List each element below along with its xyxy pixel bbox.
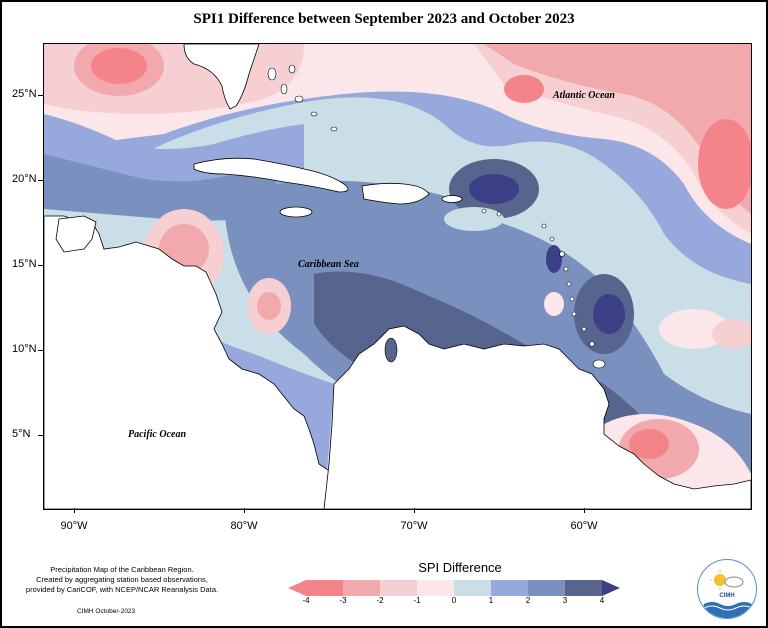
colorbar-bin	[565, 580, 602, 596]
caribbean-sea-label: Caribbean Sea	[298, 259, 359, 270]
footer-line-2: Created by aggregating station based obs…	[36, 575, 208, 584]
colorbar-bin	[417, 580, 454, 596]
land-bahamas	[267, 64, 338, 132]
legend-title: SPI Difference	[418, 560, 502, 575]
atlantic-ocean-label: Atlantic Ocean	[553, 90, 615, 101]
lon-tick	[244, 508, 245, 513]
footer-line-3: provided by CariCOF, with NCEP/NCAR Rean…	[25, 585, 219, 594]
colorbar-bin	[343, 580, 380, 596]
field-gulf-darker	[44, 154, 284, 221]
land-hispaniola	[361, 182, 430, 205]
colorbar-right-arrow	[602, 580, 620, 596]
sun-icon	[714, 574, 726, 586]
lon-tick	[414, 508, 415, 513]
colorbar-label: 2	[525, 596, 531, 605]
land-jamaica	[279, 206, 313, 218]
land-cuba	[193, 157, 349, 193]
footer-line-1: Precipitation Map of the Caribbean Regio…	[50, 565, 194, 574]
land-lesser-antilles	[481, 208, 595, 347]
colorbar-label: 0	[451, 596, 457, 605]
lon-label-60w: 60°W	[570, 520, 598, 532]
colorbar-label: 1	[488, 596, 494, 605]
colorbar	[288, 580, 620, 596]
lon-tick	[74, 508, 75, 513]
credit-text: CIMH October-2023	[77, 608, 136, 615]
colorbar-bin	[528, 580, 565, 596]
colorbar-label: -3	[339, 596, 347, 605]
footer-note: Precipitation Map of the Caribbean Regio…	[12, 565, 232, 595]
field-blob-1	[698, 119, 751, 209]
logo-text: CIMH	[719, 593, 735, 599]
colorbar-label: 3	[562, 596, 568, 605]
lat-tick	[38, 435, 43, 436]
lat-tick	[38, 350, 43, 351]
land-florida	[183, 44, 260, 110]
lat-label-15n: 15°N	[12, 258, 37, 270]
cloud-icon	[724, 576, 744, 588]
colorbar-label: 4	[599, 596, 605, 605]
lat-label-5n: 5°N	[12, 428, 31, 440]
lat-tick	[38, 95, 43, 96]
field-band-4	[484, 44, 751, 214]
colorbar-bin	[380, 580, 417, 596]
colorbar-left-arrow	[288, 580, 306, 596]
field-blob-2	[504, 75, 544, 103]
logo-graphic	[702, 570, 753, 618]
colorbar-bin	[491, 580, 528, 596]
colorbar-label: -2	[376, 596, 384, 605]
colorbar-label: -4	[302, 596, 310, 605]
lon-label-90w: 90°W	[60, 520, 88, 532]
lon-label-80w: 80°W	[230, 520, 258, 532]
lat-label-25n: 25°N	[12, 88, 37, 100]
lat-tick	[38, 180, 43, 181]
lat-tick	[38, 265, 43, 266]
pacific-ocean-label: Pacific Ocean	[128, 429, 187, 440]
spi-difference-map	[44, 44, 751, 509]
land-yucatan	[55, 215, 97, 253]
land-central-america	[44, 215, 350, 509]
land-puerto-rico	[441, 195, 463, 203]
land-trinidad	[592, 359, 606, 369]
map-title: SPI1 Difference between September 2023 a…	[193, 11, 575, 27]
lon-tick	[584, 508, 585, 513]
lat-label-20n: 20°N	[12, 173, 37, 185]
field-east-pink	[659, 309, 729, 349]
land-south-america	[323, 325, 751, 509]
colorbar-bin	[454, 580, 491, 596]
map-panel	[43, 43, 752, 510]
lat-label-10n: 10°N	[12, 343, 37, 355]
lake-maracaibo	[384, 337, 398, 363]
lon-label-70w: 70°W	[400, 520, 428, 532]
cimh-logo-icon: CIMH	[697, 559, 757, 619]
colorbar-label: -1	[413, 596, 421, 605]
colorbar-bin	[306, 580, 343, 596]
